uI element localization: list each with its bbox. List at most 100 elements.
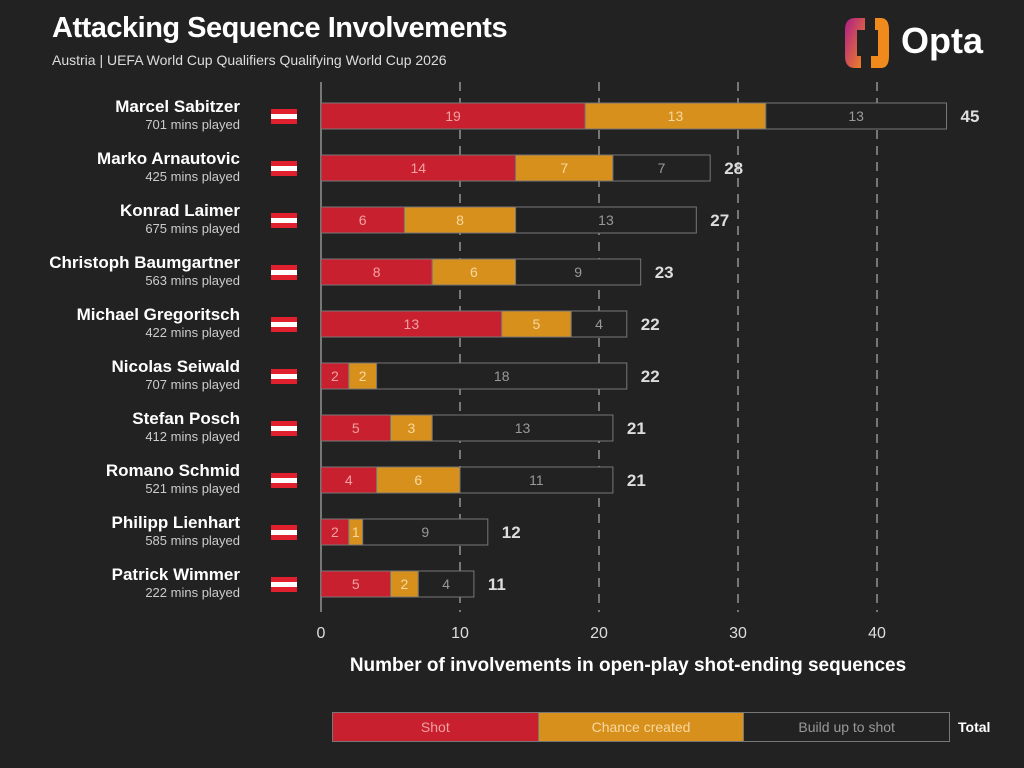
opta-logo-text: Opta	[901, 20, 984, 61]
legend-build-up: Build up to shot	[743, 713, 949, 741]
austria-flag-icon	[271, 369, 297, 374]
austria-flag-icon	[271, 265, 297, 270]
total-label: 22	[641, 367, 660, 386]
bar-value-label: 7	[560, 160, 568, 176]
player-name: Marcel Sabitzer	[115, 97, 240, 116]
austria-flag-icon	[271, 109, 297, 114]
bar-segment	[362, 518, 489, 546]
x-tick-label: 30	[729, 625, 747, 642]
austria-flag-icon	[271, 166, 297, 171]
chart-subtitle: Austria | UEFA World Cup Qualifiers Qual…	[52, 52, 447, 68]
austria-flag-icon	[271, 223, 297, 228]
austria-flag-icon	[271, 421, 297, 426]
bar-segment	[376, 362, 628, 390]
player-name: Marko Arnautovic	[97, 149, 240, 168]
bar-value-label: 13	[404, 316, 420, 332]
bar-segment	[584, 102, 767, 130]
bar-segment	[390, 414, 433, 442]
player-name: Philipp Lienhart	[112, 513, 241, 532]
austria-flag-icon	[271, 483, 297, 488]
austria-flag-icon	[271, 587, 297, 592]
bar-value-label: 3	[407, 420, 415, 436]
bar-value-label: 6	[470, 264, 478, 280]
minutes-played: 707 mins played	[145, 377, 240, 392]
opta-logo: Opta	[843, 16, 983, 70]
bar-value-label: 8	[456, 212, 464, 228]
bar-segment	[320, 362, 350, 390]
legend: Shot Chance created Build up to shot	[332, 712, 950, 742]
bar-value-label: 14	[411, 160, 427, 176]
minutes-played: 425 mins played	[145, 169, 240, 184]
austria-flag-icon	[271, 171, 297, 176]
austria-flag-icon	[271, 270, 297, 275]
austria-flag-icon	[271, 327, 297, 332]
bar-value-label: 7	[658, 160, 666, 176]
player-name: Stefan Posch	[132, 409, 240, 428]
austria-flag-icon	[271, 525, 297, 530]
austria-flag-icon	[271, 114, 297, 119]
minutes-played: 675 mins played	[145, 221, 240, 236]
austria-flag-icon	[271, 379, 297, 384]
bar-segment	[765, 102, 947, 130]
total-label: 11	[488, 575, 506, 594]
austria-flag-icon	[271, 119, 297, 124]
austria-flag-icon	[271, 577, 297, 582]
bar-value-label: 18	[494, 368, 510, 384]
austria-flag-icon	[271, 431, 297, 436]
austria-flag-icon	[271, 374, 297, 379]
player-name: Konrad Laimer	[120, 201, 240, 220]
player-name: Michael Gregoritsch	[77, 305, 240, 324]
total-label: 21	[627, 471, 646, 490]
bar-value-label: 2	[331, 524, 339, 540]
austria-flag-icon	[271, 478, 297, 483]
bar-segment	[390, 570, 419, 598]
minutes-played: 412 mins played	[145, 429, 240, 444]
bar-value-label: 8	[373, 264, 381, 280]
bar-value-label: 2	[331, 368, 339, 384]
austria-flag-icon	[271, 275, 297, 280]
bar-value-label: 2	[401, 576, 409, 592]
bar-value-label: 13	[598, 212, 614, 228]
bar-value-label: 4	[595, 316, 603, 332]
bar-value-label: 5	[352, 576, 360, 592]
total-label: 23	[655, 263, 674, 282]
minutes-played: 422 mins played	[145, 325, 240, 340]
minutes-played: 521 mins played	[145, 481, 240, 496]
minutes-played: 563 mins played	[145, 273, 240, 288]
minutes-played: 585 mins played	[145, 533, 240, 548]
chart-title: Attacking Sequence Involvements	[52, 12, 508, 44]
bar-value-label: 11	[529, 472, 544, 488]
bar-segment	[320, 102, 586, 130]
bar-segment	[417, 570, 475, 598]
x-axis-label: Number of involvements in open-play shot…	[349, 655, 907, 676]
bar-segment	[320, 206, 405, 234]
bar-value-label: 19	[445, 108, 461, 124]
austria-flag-icon	[271, 317, 297, 322]
player-name: Nicolas Seiwald	[112, 357, 241, 376]
minutes-played: 701 mins played	[145, 117, 240, 132]
bar-segment	[320, 466, 378, 494]
legend-total: Total	[958, 719, 991, 735]
bar-value-label: 2	[359, 368, 367, 384]
bar-value-label: 13	[848, 108, 864, 124]
total-label: 27	[710, 211, 729, 230]
austria-flag-icon	[271, 426, 297, 431]
opta-logo-icon	[845, 18, 889, 68]
bar-segment	[376, 466, 461, 494]
bar-segment	[501, 310, 572, 338]
bar-segment	[459, 466, 614, 494]
bar-value-label: 4	[442, 576, 450, 592]
bar-value-label: 6	[414, 472, 422, 488]
bar-segment	[431, 414, 614, 442]
bar-segment	[515, 154, 614, 182]
bar-segment	[515, 206, 697, 234]
austria-flag-icon	[271, 213, 297, 218]
austria-flag-icon	[271, 582, 297, 587]
bar-segment	[320, 518, 350, 546]
player-name: Patrick Wimmer	[112, 565, 241, 584]
bar-value-label: 6	[359, 212, 367, 228]
austria-flag-icon	[271, 161, 297, 166]
bar-segment	[515, 258, 642, 286]
total-label: 12	[502, 523, 521, 542]
